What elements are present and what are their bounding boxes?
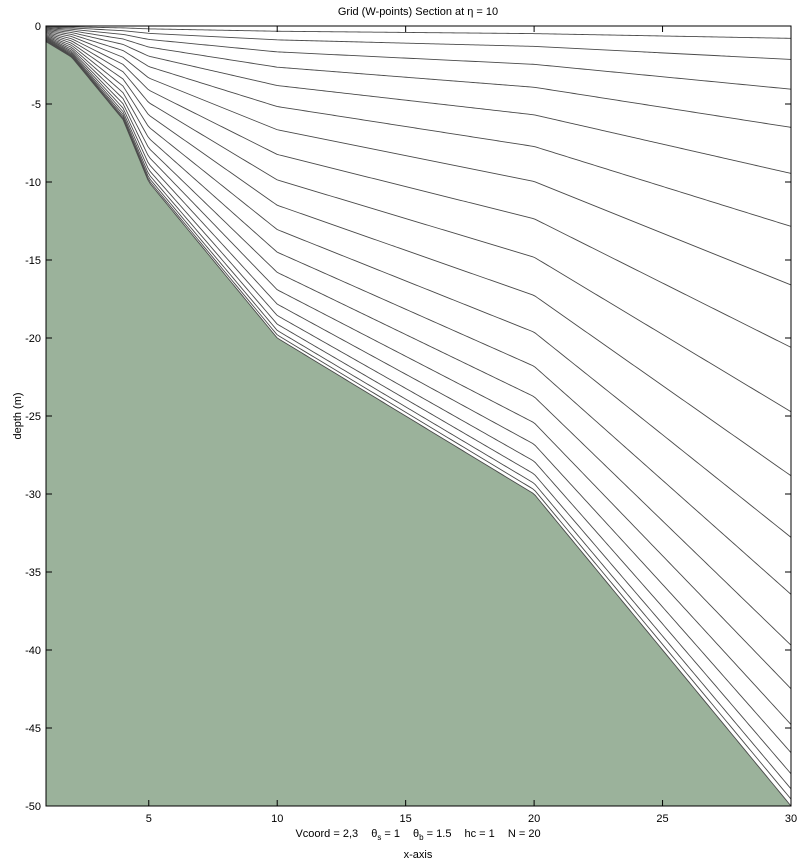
footer-theta-b-val: = 1.5 <box>424 828 452 840</box>
y-tick-label: -20 <box>25 333 41 345</box>
x-tick-label: 30 <box>785 813 797 825</box>
chart-footer: Vcoord = 2,3 θs = 1 θb = 1.5 hc = 1 N = … <box>295 828 540 842</box>
sigma-level-line <box>45 28 792 128</box>
sigma-level-line <box>45 30 792 286</box>
chart-title: Grid (W-points) Section at η = 10 <box>338 6 498 18</box>
sigma-level-line <box>45 27 792 90</box>
y-tick-label: -15 <box>25 255 41 267</box>
y-tick-label: -45 <box>25 723 41 735</box>
footer-theta-s: θ <box>371 828 377 840</box>
sigma-level-line <box>45 32 792 413</box>
sigma-level-line <box>45 39 792 775</box>
plot-area <box>45 25 792 807</box>
sigma-level-line <box>45 36 792 646</box>
y-tick-label: -5 <box>31 99 41 111</box>
y-tick-label: -10 <box>25 177 41 189</box>
y-tick-label: -50 <box>25 801 41 813</box>
sigma-level-line <box>45 28 792 174</box>
sigma-level-line <box>45 33 792 477</box>
footer-n: N = 20 <box>508 828 541 840</box>
sigma-level-line <box>45 35 792 595</box>
x-tick-label: 10 <box>271 813 283 825</box>
sigma-level-line <box>45 38 792 725</box>
y-axis-label: depth (m) <box>12 392 24 439</box>
y-tick-label: 0 <box>35 21 41 33</box>
footer-hc: hc = 1 <box>465 828 495 840</box>
x-tick-label: 15 <box>400 813 412 825</box>
sigma-level-line <box>45 26 792 60</box>
y-tick-label: -35 <box>25 567 41 579</box>
y-tick-label: -25 <box>25 411 41 423</box>
sigma-level-line <box>45 40 792 800</box>
sigma-level-line <box>45 37 792 690</box>
x-tick-label: 20 <box>528 813 540 825</box>
footer-theta-b: θ <box>413 828 419 840</box>
y-tick-label: -40 <box>25 645 41 657</box>
y-axis-ticks: 0 -5 -10 -15 -20 -25 -30 -35 -40 -45 -50 <box>25 21 791 813</box>
footer-theta-s-sub: s <box>377 833 381 842</box>
footer-theta-s-val: = 1 <box>381 828 400 840</box>
x-tick-label: 5 <box>146 813 152 825</box>
y-tick-label: -30 <box>25 489 41 501</box>
x-tick-label: 25 <box>656 813 668 825</box>
sigma-level-line <box>45 29 792 227</box>
sigma-level-line <box>45 40 792 790</box>
sigma-level-line <box>45 39 792 753</box>
footer-theta-b-sub: b <box>419 833 424 842</box>
sigma-level-line <box>45 31 792 348</box>
x-axis-ticks: 5 10 15 20 25 30 <box>146 26 797 825</box>
sigma-level-line <box>45 34 792 538</box>
sigma-level-line <box>45 41 792 807</box>
x-axis-label: x-axis <box>404 849 433 861</box>
sigma-level-line <box>45 26 792 39</box>
footer-vcoord: Vcoord = 2,3 <box>295 828 358 840</box>
